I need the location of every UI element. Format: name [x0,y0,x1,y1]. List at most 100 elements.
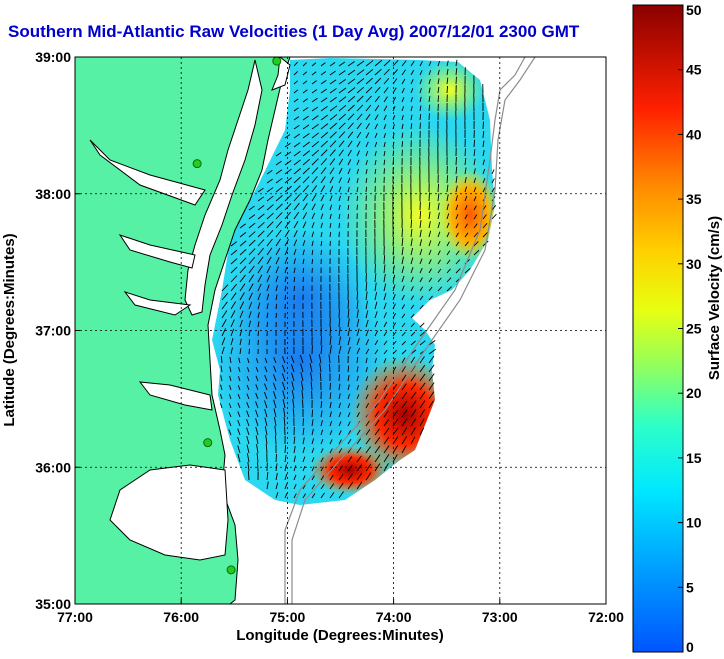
velocity-arrow [282,381,286,391]
velocity-arrow [374,393,379,400]
velocity-arrow [311,428,314,436]
velocity-arrow [410,105,413,112]
velocity-arrow [329,79,337,85]
velocity-arrow [374,339,379,346]
velocity-arrow [293,107,299,112]
velocity-arrow [410,97,413,103]
velocity-arrow [311,80,317,85]
velocity-arrow [257,247,265,256]
velocity-arrow [273,357,277,364]
velocity-arrow [302,267,305,274]
velocity-arrow [255,401,259,409]
velocity-arrow [410,286,414,292]
velocity-arrow [419,391,426,400]
velocity-arrow [401,349,407,355]
velocity-arrow [419,210,422,220]
velocity-arrow [228,411,232,418]
velocity-arrow [228,403,232,409]
velocity-arrow [428,78,431,85]
velocity-arrow [464,223,469,229]
velocity-arrow [284,454,287,463]
velocity-arrow [365,437,371,445]
velocity-arrow [309,363,313,373]
velocity-arrow [329,167,335,175]
velocity-arrow [283,417,286,427]
velocity-arrow [446,259,451,265]
velocity-arrow [347,412,351,418]
velocity-arrow [392,366,397,373]
velocity-arrow [347,140,353,148]
velocity-arrow [338,167,343,175]
velocity-arrow [383,133,386,139]
velocity-arrow [311,240,314,247]
velocity-arrow [401,294,405,301]
velocity-arrow [230,266,238,274]
velocity-arrow [356,429,361,436]
velocity-arrow [293,267,296,274]
velocity-arrow [320,79,327,85]
velocity-arrow [428,259,432,265]
velocity-arrow [482,223,488,229]
rappahannock-river [118,234,196,269]
velocity-arrow [410,228,413,238]
velocity-arrow [246,444,250,454]
velocity-arrow [455,204,459,211]
velocity-arrow [329,176,334,184]
velocity-arrow [284,211,291,220]
velocity-arrow [329,70,336,76]
velocity-arrow [401,228,403,238]
velocity-arrow [383,68,390,76]
velocity-arrow [473,205,477,211]
velocity-arrow [310,372,313,382]
velocity-arrow [320,249,322,256]
velocity-arrow [228,394,232,400]
velocity-arrow [255,409,259,418]
colorbar-tick-label: 35 [686,191,702,207]
velocity-arrow [273,399,277,409]
colorbar-tick-label: 50 [686,2,702,18]
velocity-arrow [320,97,328,103]
velocity-arrow [257,265,263,274]
velocity-arrow [257,213,265,220]
velocity-arrow [401,247,404,256]
velocity-arrow [320,457,324,463]
velocity-arrow [365,454,372,463]
x-axis: 77:00 76:00 75:00 74:00 73:00 72:00 [57,599,624,625]
velocity-arrow [220,393,223,400]
velocity-arrow [374,59,383,67]
velocity-arrow [356,394,360,400]
velocity-arrow [284,473,288,481]
velocity-arrow [383,150,386,157]
colorbar-tick-label: 20 [686,385,702,401]
velocity-arrow [275,303,278,310]
velocity-arrow [383,349,388,355]
velocity-arrow [347,337,351,346]
velocity-arrow [266,284,270,292]
velocity-arrow [401,445,407,454]
velocity-arrow [248,283,254,292]
velocity-arrow [302,475,306,481]
velocity-arrow [401,383,407,391]
velocity-arrow [374,77,382,85]
velocity-arrow [428,104,431,112]
velocity-arrow [401,374,407,382]
velocity-arrow [365,385,369,391]
velocity-arrow [383,105,388,112]
velocity-arrow [365,310,369,319]
velocity-arrow [266,187,274,193]
velocity-arrow [428,391,435,400]
velocity-arrow [275,275,279,283]
velocity-arrow [293,89,299,94]
velocity-arrow [338,78,346,85]
velocity-arrow [219,403,223,409]
velocity-arrow [419,340,426,346]
velocity-arrow [284,151,292,157]
velocity-arrow [473,168,476,175]
velocity-arrow [401,331,406,337]
velocity-arrow [446,203,449,211]
velocity-arrow [329,140,337,148]
velocity-arrow [365,60,374,67]
velocity-arrow [328,354,331,364]
velocity-arrow [293,230,298,238]
velocity-arrow [356,318,360,328]
